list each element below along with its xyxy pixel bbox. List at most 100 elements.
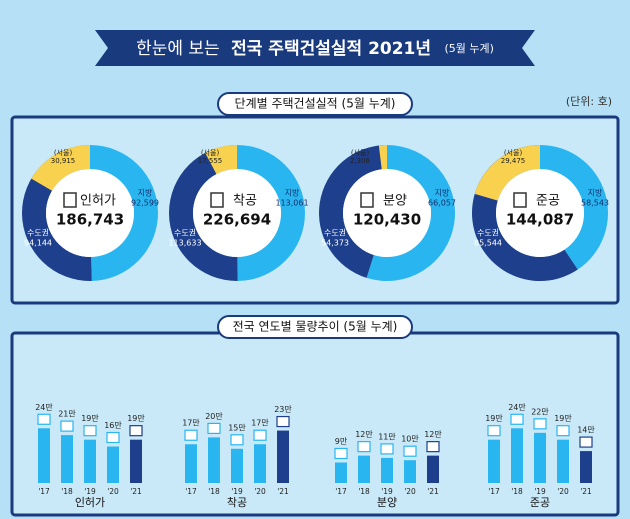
- bar-value: 9만: [335, 437, 348, 446]
- segment-value: 30,915: [51, 157, 76, 165]
- segment-name: 지방: [435, 188, 450, 198]
- bar: [277, 430, 289, 483]
- segment-name: 지방: [285, 188, 300, 198]
- bar-value: 24만: [508, 403, 526, 412]
- segment-value: 66,057: [428, 199, 456, 208]
- donut-total: 120,430: [353, 211, 421, 229]
- segment-value: 94,144: [24, 239, 52, 248]
- x-tick-label: '18: [61, 487, 73, 496]
- bar: [84, 439, 96, 483]
- segment-value: 17,555: [198, 157, 223, 165]
- header-note: (5월 누계): [444, 42, 493, 55]
- donut-name: 준공: [536, 194, 560, 209]
- header-ribbon: [95, 30, 535, 66]
- bar-icon: [60, 420, 74, 432]
- trend-section-title: 전국 연도별 물량추이 (5월 누계): [233, 320, 398, 334]
- x-tick-label: '20: [107, 487, 119, 496]
- x-tick-label: '21: [130, 487, 142, 496]
- donut-hole: [343, 169, 431, 257]
- bar-icon: [533, 418, 547, 430]
- x-tick-label: '19: [534, 487, 546, 496]
- donut-name: 인허가: [80, 194, 116, 209]
- donut-segment: [319, 145, 387, 278]
- bar: [38, 428, 50, 483]
- bar-icon: [207, 422, 221, 434]
- bar-icon: [184, 429, 198, 441]
- segment-name: 수도권: [477, 228, 499, 238]
- bar-value: 10만: [401, 435, 419, 444]
- segment-value: 58,543: [581, 199, 609, 208]
- bar: [427, 455, 439, 483]
- x-tick-label: '20: [404, 487, 416, 496]
- bar-icon: [426, 441, 440, 453]
- bar: [254, 444, 266, 483]
- bar-value: 23만: [274, 405, 292, 414]
- bar-value: 24만: [35, 403, 53, 412]
- segment-value: 85,544: [474, 239, 502, 248]
- bar-value: 21만: [58, 410, 76, 419]
- bar-icon: [334, 447, 348, 460]
- bar-value: 19만: [554, 414, 572, 423]
- icon: [360, 192, 374, 208]
- donut-name: 분양: [383, 194, 407, 209]
- bar: [488, 439, 500, 483]
- segment-value: 113,633: [168, 239, 201, 248]
- segment-name: 수도권: [27, 228, 49, 238]
- bar-title: 착공: [227, 496, 247, 509]
- icon: [63, 192, 77, 208]
- bar: [231, 448, 243, 483]
- trend-pill: [217, 315, 413, 339]
- segment-name: 수도권: [324, 228, 346, 238]
- segment-name: (서울): [201, 148, 220, 157]
- donut-section-title: 단계별 주택건설실적 (5월 누계): [235, 97, 396, 111]
- bar: [61, 435, 73, 483]
- x-tick-label: '18: [511, 487, 523, 496]
- x-tick-label: '21: [427, 487, 439, 496]
- unit: (단위: 호): [566, 95, 612, 108]
- x-tick-label: '17: [185, 487, 197, 496]
- x-tick-label: '17: [38, 487, 50, 496]
- bar: [130, 439, 142, 483]
- header-title: 한눈에 보는 전국 주택건설실적 2021년 (5월 누계): [136, 39, 494, 59]
- segment-value: 92,599: [131, 199, 159, 208]
- donut-segment: [31, 145, 90, 191]
- bar-icon: [380, 443, 394, 455]
- bar-icon: [37, 413, 51, 425]
- x-tick-label: '20: [254, 487, 266, 496]
- bar-title: 인허가: [75, 496, 105, 509]
- segment-value: 113,061: [275, 199, 308, 208]
- bar: [185, 444, 197, 483]
- donut-hole: [193, 169, 281, 257]
- bar-value: 12만: [424, 430, 442, 439]
- bar-value: 17만: [182, 419, 200, 428]
- header-lead: 한눈에 보는: [136, 39, 220, 59]
- x-tick-label: '21: [277, 487, 289, 496]
- bar: [404, 460, 416, 483]
- bar-value: 20만: [205, 412, 223, 421]
- segment-value: 29,475: [501, 157, 526, 165]
- donut-hole: [46, 169, 134, 257]
- donut-hole: [496, 169, 584, 257]
- donut-pill: [217, 92, 413, 116]
- x-tick-label: '18: [358, 487, 370, 496]
- x-tick-label: '19: [381, 487, 393, 496]
- bar-icon: [230, 434, 244, 446]
- x-tick-label: '17: [335, 487, 347, 496]
- bar-title: 준공: [530, 496, 550, 509]
- bar-title: 분양: [377, 496, 397, 509]
- segment-name: 지방: [588, 188, 603, 198]
- segment-value: 2,306: [350, 157, 371, 165]
- bar-value: 15만: [228, 423, 246, 432]
- trend-box: [10, 331, 620, 517]
- donut-segment: [378, 145, 387, 170]
- segment-name: (서울): [504, 148, 523, 157]
- donut-total: 144,087: [506, 211, 574, 229]
- x-tick-label: '19: [231, 487, 243, 496]
- segment-name: 수도권: [174, 228, 196, 238]
- bar-value: 16만: [104, 421, 122, 430]
- bar: [511, 428, 523, 483]
- bar-icon: [129, 425, 143, 437]
- donut-segment: [540, 145, 608, 270]
- bar-value: 12만: [355, 430, 373, 439]
